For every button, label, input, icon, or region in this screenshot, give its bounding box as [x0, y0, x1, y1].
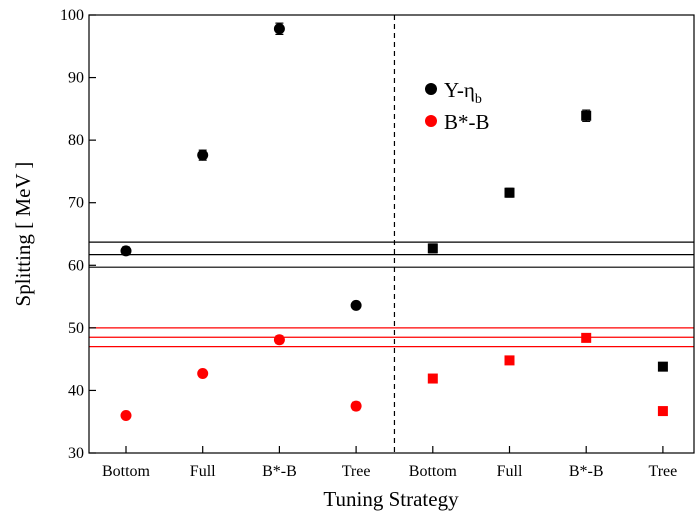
point-s1-c0-marker — [120, 409, 132, 421]
point-s0-c6-marker — [581, 110, 592, 121]
x-tick-label-3: Tree — [342, 463, 371, 480]
x-axis: Bottom Full B*-B Tree Bottom Full B*-B Tree — [102, 446, 677, 480]
legend: Υ-ηb B*-B — [425, 78, 490, 134]
legend-marker-bstar — [425, 115, 437, 127]
point-s1-c6-marker — [581, 332, 592, 343]
x-axis-title: Tuning Strategy — [323, 487, 459, 511]
x-tick-label-6: B*-B — [569, 463, 604, 480]
y-tick-label-100: 100 — [60, 7, 84, 24]
x-tick-label-1: Full — [190, 463, 216, 480]
point-s1-c1-marker — [197, 368, 209, 380]
point-s1-c3-marker — [350, 400, 362, 412]
legend-label-upsilon: Υ-ηb — [444, 78, 482, 107]
y-axis: 30 40 50 60 70 80 90 100 — [60, 7, 96, 462]
point-s0-c4-marker — [427, 243, 438, 254]
point-s0-c0-marker — [120, 245, 132, 257]
point-s0-c7-marker — [657, 361, 668, 372]
x-tick-label-5: Full — [497, 463, 523, 480]
plot-frame — [88, 14, 695, 454]
y-tick-label-80: 80 — [68, 132, 84, 149]
point-s1-c7-marker — [657, 406, 668, 417]
point-s0-c5-marker — [504, 187, 515, 198]
legend-label-upsilon-main: Υ-η — [444, 78, 475, 102]
x-tick-label-0: Bottom — [102, 463, 151, 480]
y-axis-title: Splitting [ MeV ] — [11, 162, 35, 307]
point-s0-c2-marker — [273, 23, 285, 35]
y-tick-label-60: 60 — [68, 257, 84, 274]
legend-label-upsilon-sub: b — [475, 92, 482, 107]
y-tick-label-50: 50 — [68, 320, 84, 337]
point-s1-c4-marker — [427, 373, 438, 384]
point-s1-c5-marker — [504, 355, 515, 366]
y-tick-label-30: 30 — [68, 445, 84, 462]
point-s0-c1-marker — [197, 149, 209, 161]
y-tick-label-90: 90 — [68, 70, 84, 87]
point-s1-c2-marker — [273, 334, 285, 346]
y-tick-label-70: 70 — [68, 195, 84, 212]
point-s0-c3-marker — [350, 299, 362, 311]
y-tick-label-40: 40 — [68, 382, 84, 399]
legend-label-bstar: B*-B — [444, 110, 490, 134]
reference-lines — [89, 241, 694, 348]
x-tick-label-4: Bottom — [409, 463, 458, 480]
legend-marker-upsilon — [425, 83, 437, 95]
data-points — [120, 22, 668, 421]
x-tick-label-2: B*-B — [262, 463, 297, 480]
x-tick-label-7: Tree — [649, 463, 678, 480]
